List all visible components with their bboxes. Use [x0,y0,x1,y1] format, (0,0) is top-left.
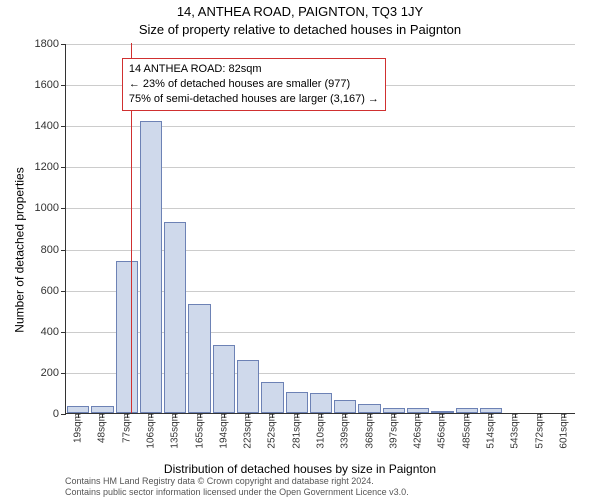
chart-title-main: 14, ANTHEA ROAD, PAIGNTON, TQ3 1JY [0,4,600,19]
x-tick-label: 252sqm [267,413,278,449]
y-tick-label: 600 [11,285,59,297]
histogram-bar [237,360,259,413]
footer-line-1: Contains HM Land Registry data © Crown c… [65,476,409,487]
y-tick-label: 1200 [11,161,59,173]
y-tick-label: 1000 [11,202,59,214]
histogram-bar [140,121,162,413]
chart-title-sub: Size of property relative to detached ho… [0,22,600,37]
callout-line: 14 ANTHEA ROAD: 82sqm [129,62,379,77]
x-tick-label: 135sqm [170,413,181,449]
y-tick-label: 1800 [11,38,59,50]
x-tick-label: 514sqm [486,413,497,449]
y-tick-mark [61,332,66,333]
x-tick-label: 426sqm [413,413,424,449]
x-tick-label: 456sqm [437,413,448,449]
y-tick-label: 800 [11,244,59,256]
histogram-bar [358,404,380,413]
x-axis-label: Distribution of detached houses by size … [0,462,600,476]
y-tick-label: 400 [11,326,59,338]
y-tick-mark [61,85,66,86]
x-tick-label: 572sqm [534,413,545,449]
histogram-bar [164,222,186,413]
histogram-bar [261,382,283,413]
x-tick-label: 223sqm [243,413,254,449]
x-tick-label: 48sqm [97,413,108,443]
x-tick-label: 19sqm [73,413,84,443]
histogram-bar [213,345,235,413]
x-tick-label: 485sqm [461,413,472,449]
y-tick-mark [61,373,66,374]
histogram-bar [67,406,89,413]
x-tick-label: 368sqm [364,413,375,449]
y-tick-label: 200 [11,367,59,379]
callout-line: ← 23% of detached houses are smaller (97… [129,77,379,92]
y-tick-mark [61,44,66,45]
histogram-bar [116,261,138,413]
x-tick-label: 601sqm [558,413,569,449]
histogram-bar [286,392,308,413]
y-tick-mark [61,291,66,292]
y-tick-label: 1600 [11,79,59,91]
y-tick-mark [61,250,66,251]
histogram-bar [91,406,113,413]
plot-area: 02004006008001000120014001600180019sqm48… [65,44,575,414]
gridline [66,44,575,45]
x-tick-label: 77sqm [121,413,132,443]
x-tick-label: 543sqm [510,413,521,449]
y-tick-mark [61,208,66,209]
histogram-bar [188,304,210,413]
callout-line: 75% of semi-detached houses are larger (… [129,92,379,107]
y-tick-label: 0 [11,408,59,420]
x-tick-label: 310sqm [316,413,327,449]
histogram-bar [334,400,356,413]
callout-box: 14 ANTHEA ROAD: 82sqm← 23% of detached h… [122,58,386,111]
y-tick-label: 1400 [11,120,59,132]
y-tick-mark [61,126,66,127]
x-tick-label: 165sqm [194,413,205,449]
x-tick-label: 339sqm [340,413,351,449]
y-tick-mark [61,167,66,168]
histogram-bar [310,393,332,413]
x-tick-label: 397sqm [388,413,399,449]
x-tick-label: 194sqm [218,413,229,449]
footer-line-2: Contains public sector information licen… [65,487,409,498]
x-tick-label: 106sqm [146,413,157,449]
y-tick-mark [61,414,66,415]
x-tick-label: 281sqm [291,413,302,449]
attribution-footer: Contains HM Land Registry data © Crown c… [65,476,409,498]
